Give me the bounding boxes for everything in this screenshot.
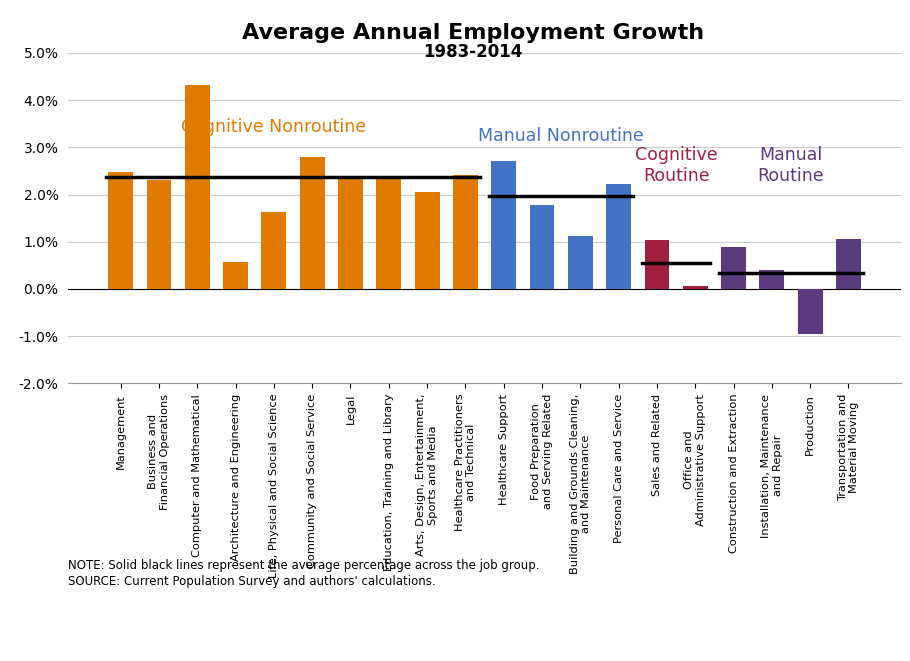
Bar xyxy=(530,205,554,289)
Text: SOURCE: Current Population Survey and authors' calculations.: SOURCE: Current Population Survey and au… xyxy=(68,575,436,588)
Bar xyxy=(299,157,325,289)
Bar xyxy=(798,289,823,334)
Bar xyxy=(223,262,248,289)
Bar xyxy=(644,241,670,289)
Text: 1983-2014: 1983-2014 xyxy=(423,43,523,61)
Bar xyxy=(491,161,516,289)
Text: Manual
Routine: Manual Routine xyxy=(758,146,824,185)
Bar xyxy=(338,179,363,289)
Bar xyxy=(147,180,171,289)
Bar xyxy=(568,235,592,289)
Bar xyxy=(108,173,133,289)
Text: NOTE: Solid black lines represent the average percentage across the job group.: NOTE: Solid black lines represent the av… xyxy=(68,559,540,572)
Bar xyxy=(377,179,401,289)
Text: Cognitive Nonroutine: Cognitive Nonroutine xyxy=(181,118,367,136)
Text: Manual Nonroutine: Manual Nonroutine xyxy=(479,127,644,145)
Bar xyxy=(836,239,861,289)
Bar xyxy=(261,212,287,289)
Bar xyxy=(415,192,440,289)
Text: Average Annual Employment Growth: Average Annual Employment Growth xyxy=(242,23,704,43)
Bar xyxy=(682,286,708,289)
Text: Federal Reserve Bank of St. Louis: Federal Reserve Bank of St. Louis xyxy=(23,631,325,648)
Bar xyxy=(760,270,784,289)
Text: Cognitive
Routine: Cognitive Routine xyxy=(635,146,717,185)
Bar xyxy=(185,85,209,289)
Bar xyxy=(453,175,478,289)
Bar xyxy=(721,247,746,289)
Bar xyxy=(606,184,632,289)
